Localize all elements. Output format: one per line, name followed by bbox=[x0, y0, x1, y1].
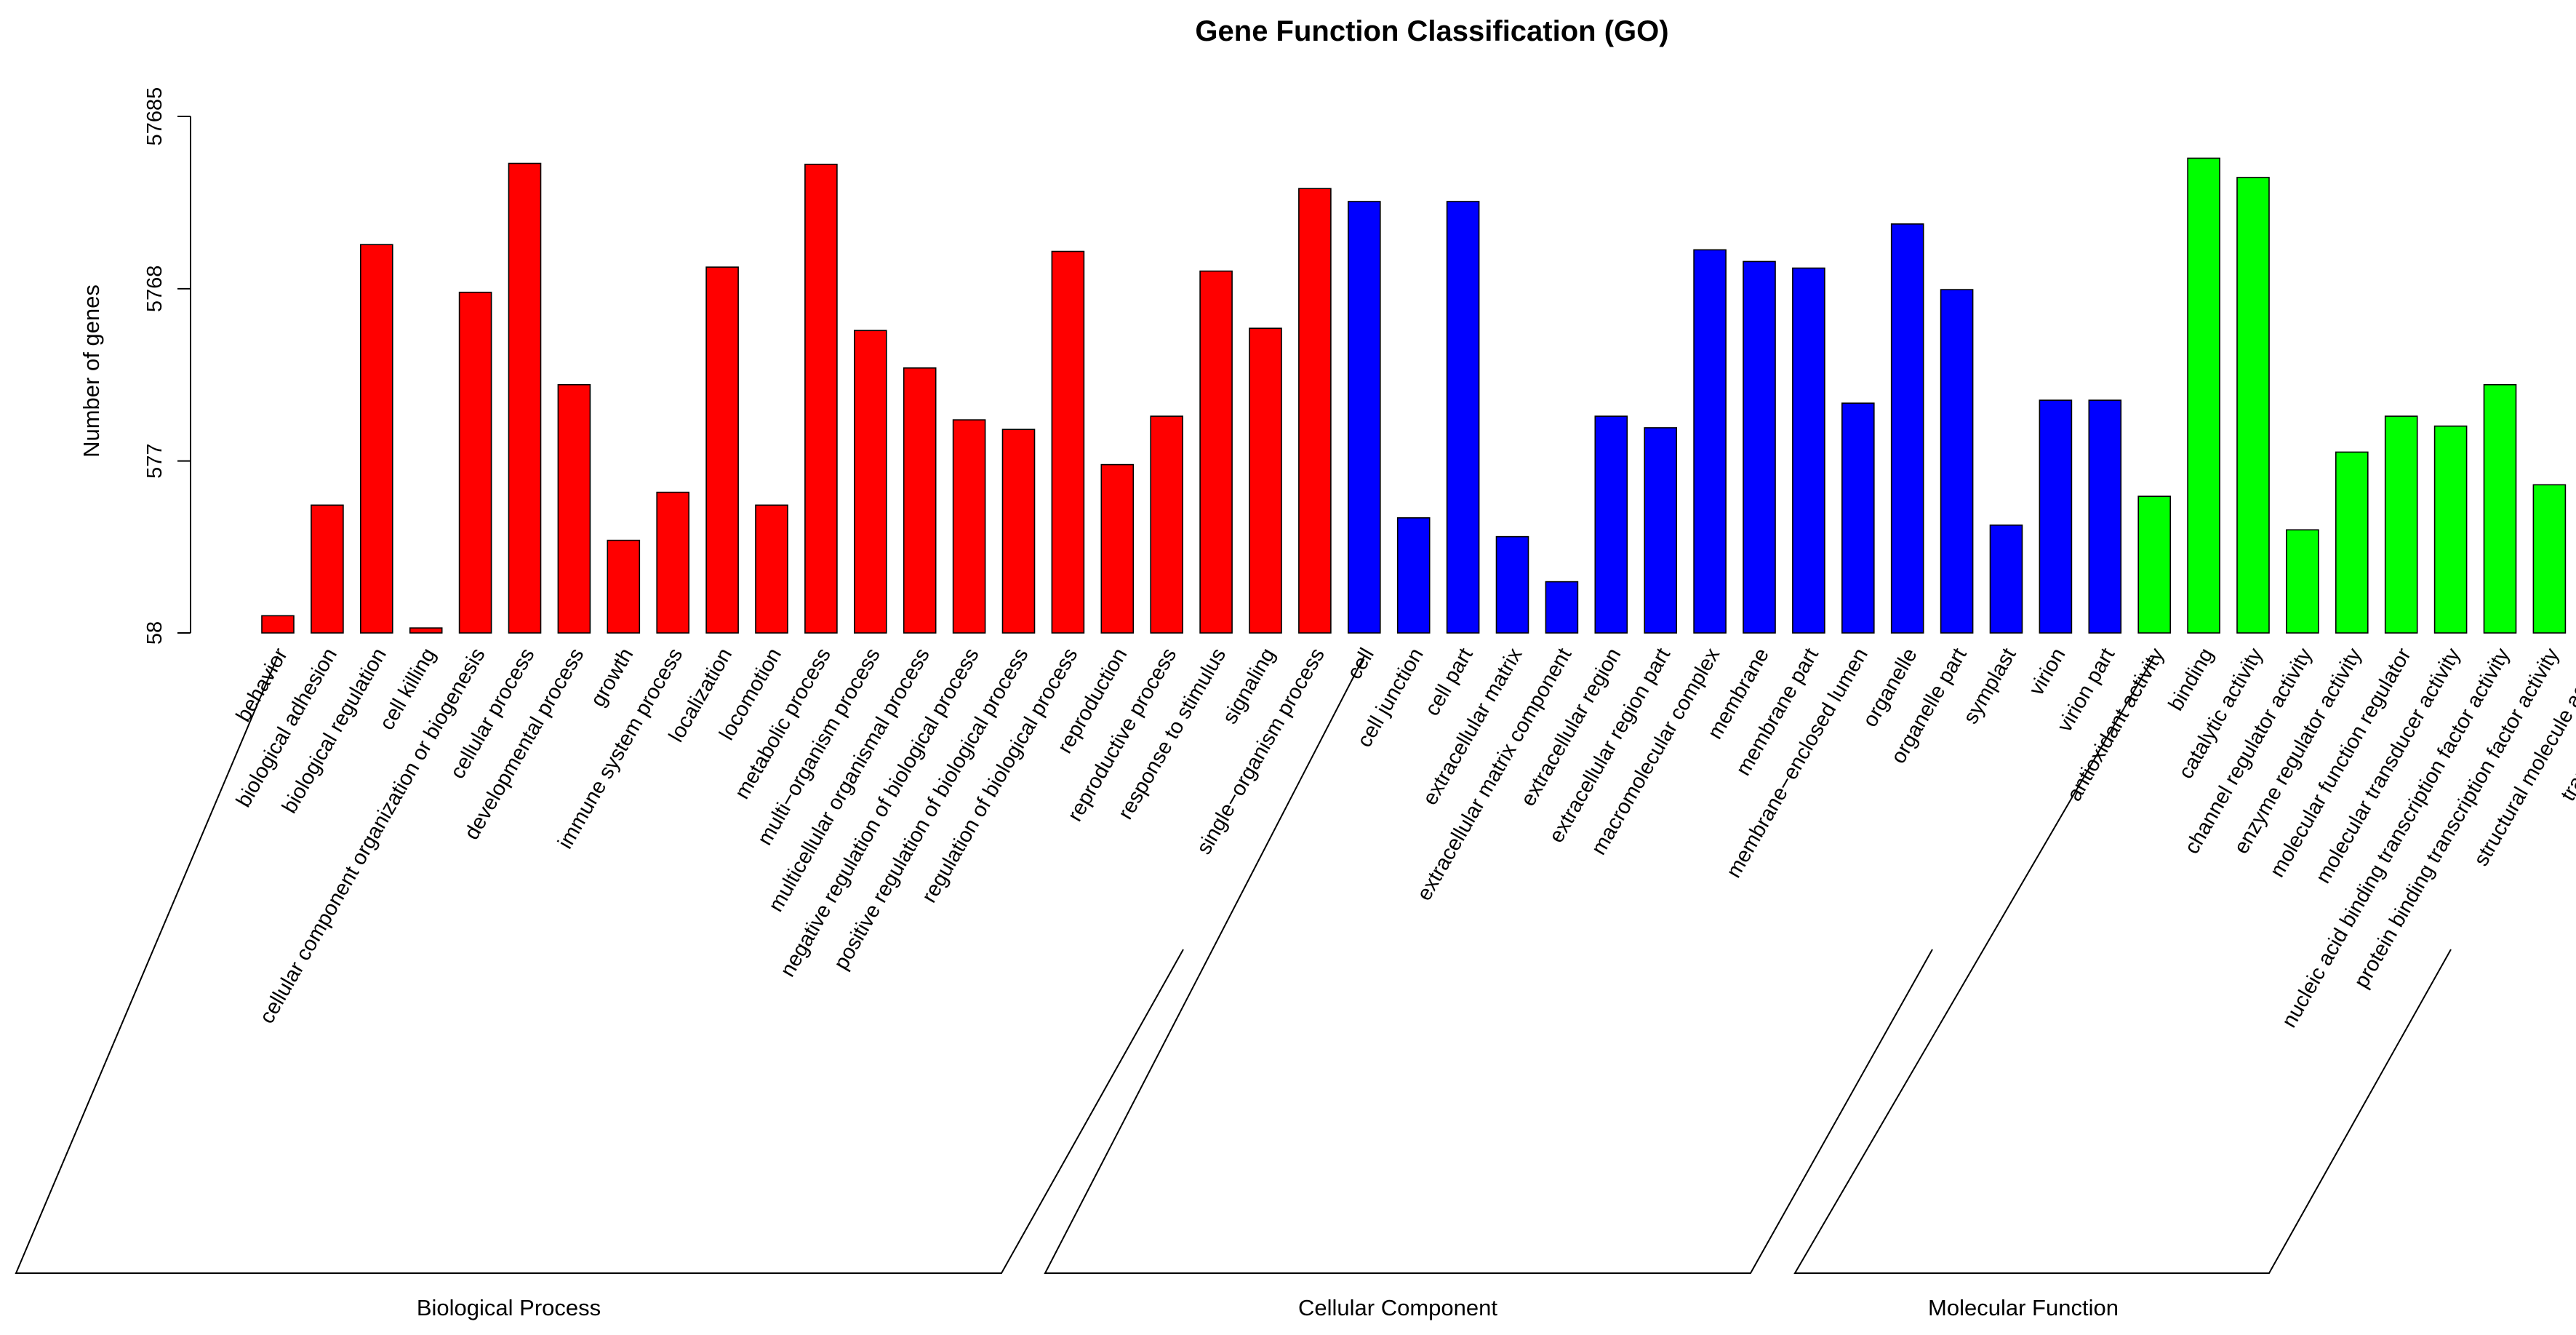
bar-macromolecular-complex bbox=[1693, 249, 1727, 634]
bar-immune-system-process bbox=[656, 491, 690, 634]
bar-signaling bbox=[1249, 327, 1282, 634]
bar-molecular-transducer-activity bbox=[2433, 425, 2468, 634]
bar-metabolic-process bbox=[804, 164, 838, 634]
bar-symplast bbox=[1989, 524, 2023, 634]
bar-membrane-part bbox=[1792, 267, 1825, 634]
chart-title: Gene Function Classification (GO) bbox=[1195, 15, 1668, 47]
bar-binding bbox=[2187, 157, 2220, 634]
x-tick-label: growth bbox=[586, 645, 638, 711]
group-bracket-molecular-function bbox=[1793, 655, 2452, 1274]
bar-cell-killing bbox=[409, 627, 443, 634]
bar-antioxidant-activity bbox=[2137, 495, 2171, 634]
bar-extracellular-region bbox=[1594, 415, 1628, 634]
group-label-molecular-function: Molecular Function bbox=[1928, 1295, 2119, 1320]
bar-extracellular-matrix bbox=[1495, 535, 1529, 634]
bar-protein-binding-transcription-factor-activity bbox=[2532, 484, 2567, 634]
bar-growth bbox=[607, 539, 641, 634]
bar-localization bbox=[705, 266, 739, 634]
bar-developmental-process bbox=[557, 383, 591, 634]
bar-locomotion bbox=[755, 504, 788, 634]
bar-biological-adhesion bbox=[311, 504, 344, 634]
bar-negative-regulation-of-biological-process bbox=[952, 419, 986, 634]
bar-cell-part bbox=[1446, 201, 1480, 634]
bar-positive-regulation-of-biological-process bbox=[1001, 429, 1036, 634]
bar-cellular-process bbox=[508, 162, 542, 634]
x-tick-label: virion bbox=[2025, 645, 2070, 700]
group-label-biological-process: Biological Process bbox=[417, 1295, 601, 1320]
y-tick-label: 577 bbox=[143, 443, 167, 478]
bar-membrane-enclosed-lumen bbox=[1841, 402, 1875, 634]
bar-series bbox=[261, 157, 2567, 634]
bar-extracellular-region-part bbox=[1644, 427, 1677, 634]
bar-molecular-function-regulator bbox=[2384, 415, 2418, 634]
group-bracket-biological-process bbox=[15, 655, 1184, 1274]
group-bracket-cellular-component bbox=[1044, 655, 1933, 1274]
bar-nucleic-acid-binding-transcription-factor-activity bbox=[2483, 383, 2517, 634]
bar-membrane bbox=[1743, 260, 1776, 634]
bar-biological-regulation bbox=[359, 244, 393, 634]
y-tick-label: 57685 bbox=[143, 87, 167, 146]
bar-virion bbox=[2039, 399, 2073, 634]
bar-cell-junction bbox=[1396, 517, 1431, 634]
x-tick-label: binding bbox=[2164, 645, 2218, 715]
bar-reproduction bbox=[1100, 463, 1135, 634]
bar-organelle bbox=[1890, 223, 1924, 634]
bar-response-to-stimulus bbox=[1199, 270, 1233, 634]
group-label-cellular-component: Cellular Component bbox=[1298, 1295, 1497, 1320]
group-labels: Biological Process Cellular Component Mole… bbox=[417, 1295, 2119, 1320]
bar-cell bbox=[1348, 201, 1381, 634]
bar-virion-part bbox=[2088, 399, 2122, 634]
bar-organelle-part bbox=[1940, 289, 1974, 634]
bar-reproductive-process bbox=[1150, 415, 1183, 634]
y-axis: 58 577 5768 57685 bbox=[143, 87, 191, 645]
bar-extracellular-matrix-component bbox=[1545, 581, 1579, 634]
bar-multicellular-organismal-process bbox=[903, 367, 937, 634]
y-tick-label: 5768 bbox=[143, 266, 167, 313]
y-axis-label: Number of genes bbox=[79, 284, 104, 458]
bar-channel-regulator-activity bbox=[2286, 529, 2319, 634]
bar-multi-organism-process bbox=[854, 330, 887, 634]
bar-catalytic-activity bbox=[2236, 177, 2270, 634]
bar-single-organism-process bbox=[1298, 188, 1332, 634]
y-tick-label: 58 bbox=[143, 621, 167, 645]
group-brackets bbox=[15, 655, 2452, 1274]
bar-behavior bbox=[261, 615, 295, 634]
bar-regulation-of-biological-process bbox=[1051, 250, 1085, 634]
bar-enzyme-regulator-activity bbox=[2335, 451, 2369, 634]
bar-cellular-component-organization-or-biogenesis bbox=[458, 291, 492, 634]
